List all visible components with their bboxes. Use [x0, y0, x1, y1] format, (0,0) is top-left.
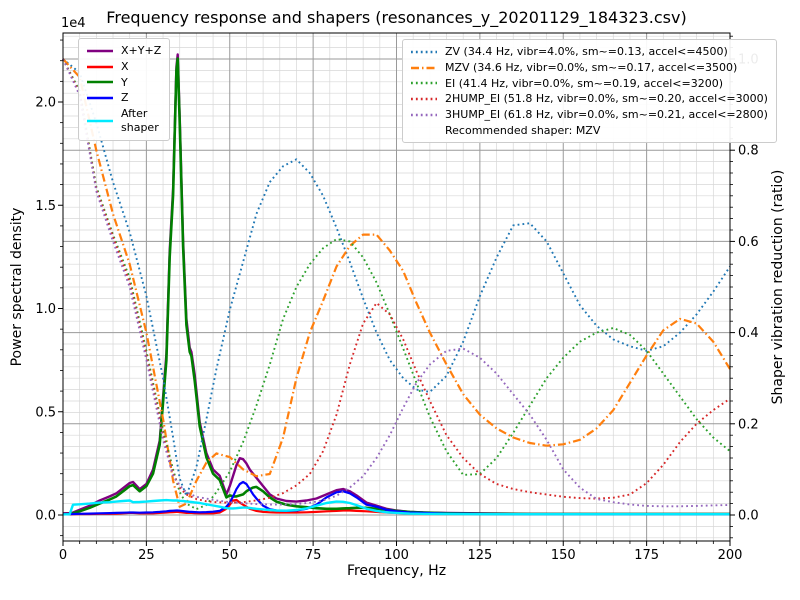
- x-tick-label: 25: [138, 548, 155, 563]
- legend-item: MZV (34.6 Hz, vibr=0.0%, sm~=0.17, accel…: [410, 60, 768, 76]
- line-swatch-icon: [87, 81, 113, 84]
- legend-item: ZV (34.4 Hz, vibr=4.0%, sm~=0.13, accel<…: [410, 44, 768, 60]
- legend-item-label: X+Y+Z: [121, 44, 162, 57]
- x-tick-label: 100: [384, 548, 409, 563]
- y-axis-offset-label: 1e4: [61, 16, 86, 31]
- y-left-tick-label: 2.0: [35, 96, 56, 111]
- legend-psd: X+Y+Z X Y Z After shaper: [78, 38, 171, 141]
- legend-item: X: [86, 59, 161, 75]
- y-right-tick-label: 0.0: [738, 509, 759, 524]
- legend-item: 2HUMP_EI (51.8 Hz, vibr=0.0%, sm~=0.20, …: [410, 91, 768, 107]
- y-left-tick-label: 0.5: [35, 405, 56, 420]
- line-swatch-icon: [411, 113, 437, 117]
- chart-title: Frequency response and shapers (resonanc…: [106, 8, 687, 27]
- y-left-axis-label: Power spectral density: [9, 207, 25, 367]
- legend-shapers: ZV (34.4 Hz, vibr=4.0%, sm~=0.13, accel<…: [402, 39, 777, 143]
- line-swatch-icon: [411, 97, 437, 101]
- series-y: [62, 57, 730, 516]
- line-swatch-icon: [87, 49, 113, 53]
- line-swatch-icon: [87, 65, 113, 68]
- legend-item-label: MZV (34.6 Hz, vibr=0.0%, sm~=0.17, accel…: [445, 60, 738, 74]
- legend-item: EI (41.4 Hz, vibr=0.0%, sm~=0.19, accel<…: [410, 76, 768, 92]
- legend-item-label: Z: [121, 91, 129, 105]
- x-tick-label: 50: [221, 548, 238, 563]
- y-right-tick-label: 0.4: [738, 326, 759, 341]
- x-tick-label: 75: [305, 548, 322, 563]
- y-left-tick-label: 1.5: [35, 199, 56, 214]
- x-tick-label: 0: [59, 548, 67, 563]
- series-z: [63, 480, 730, 516]
- legend-item-label: EI (41.4 Hz, vibr=0.0%, sm~=0.19, accel<…: [445, 76, 723, 90]
- y-right-tick-label: 0.8: [738, 144, 759, 159]
- legend-item-label: After shaper: [121, 107, 159, 134]
- y-right-tick-label: 0.2: [738, 417, 759, 432]
- legend-recommendation: Recommended shaper: MZV: [445, 123, 601, 137]
- legend-item-label: 3HUMP_EI (61.8 Hz, vibr=0.0%, sm~=0.21, …: [445, 108, 768, 121]
- line-swatch-icon: [411, 66, 437, 69]
- legend-item: Z: [86, 90, 161, 106]
- y-right-axis-label: Shaper vibration reduction (ratio): [770, 169, 786, 405]
- y-left-tick-label: 1.0: [35, 302, 56, 317]
- legend-item-label: X: [121, 59, 129, 73]
- line-swatch-icon: [411, 82, 437, 85]
- line-swatch-icon: [411, 50, 437, 54]
- series-x-y-z: [62, 53, 730, 516]
- legend-item-label: 2HUMP_EI (51.8 Hz, vibr=0.0%, sm~=0.20, …: [445, 92, 768, 106]
- line-swatch-icon: [87, 119, 113, 122]
- series-mzv: [62, 58, 731, 508]
- legend-item-label: ZV (34.4 Hz, vibr=4.0%, sm~=0.13, accel<…: [445, 45, 728, 58]
- x-tick-label: 150: [551, 548, 576, 563]
- x-tick-label: 200: [718, 548, 743, 563]
- y-right-tick-label: 0.6: [738, 235, 759, 250]
- x-tick-label: 125: [467, 548, 492, 563]
- legend-item: After shaper: [86, 106, 161, 136]
- legend-item-label: Y: [121, 75, 128, 89]
- legend-item: Y: [86, 75, 161, 91]
- x-axis-label: Frequency, Hz: [346, 563, 447, 579]
- line-swatch-icon: [87, 96, 113, 100]
- legend-item: X+Y+Z: [86, 43, 161, 59]
- series-after-shaper: [62, 498, 730, 516]
- y-left-tick-label: 0.0: [35, 509, 56, 524]
- x-tick-label: 175: [634, 548, 659, 563]
- legend-item: 3HUMP_EI (61.8 Hz, vibr=0.0%, sm~=0.21, …: [410, 107, 768, 123]
